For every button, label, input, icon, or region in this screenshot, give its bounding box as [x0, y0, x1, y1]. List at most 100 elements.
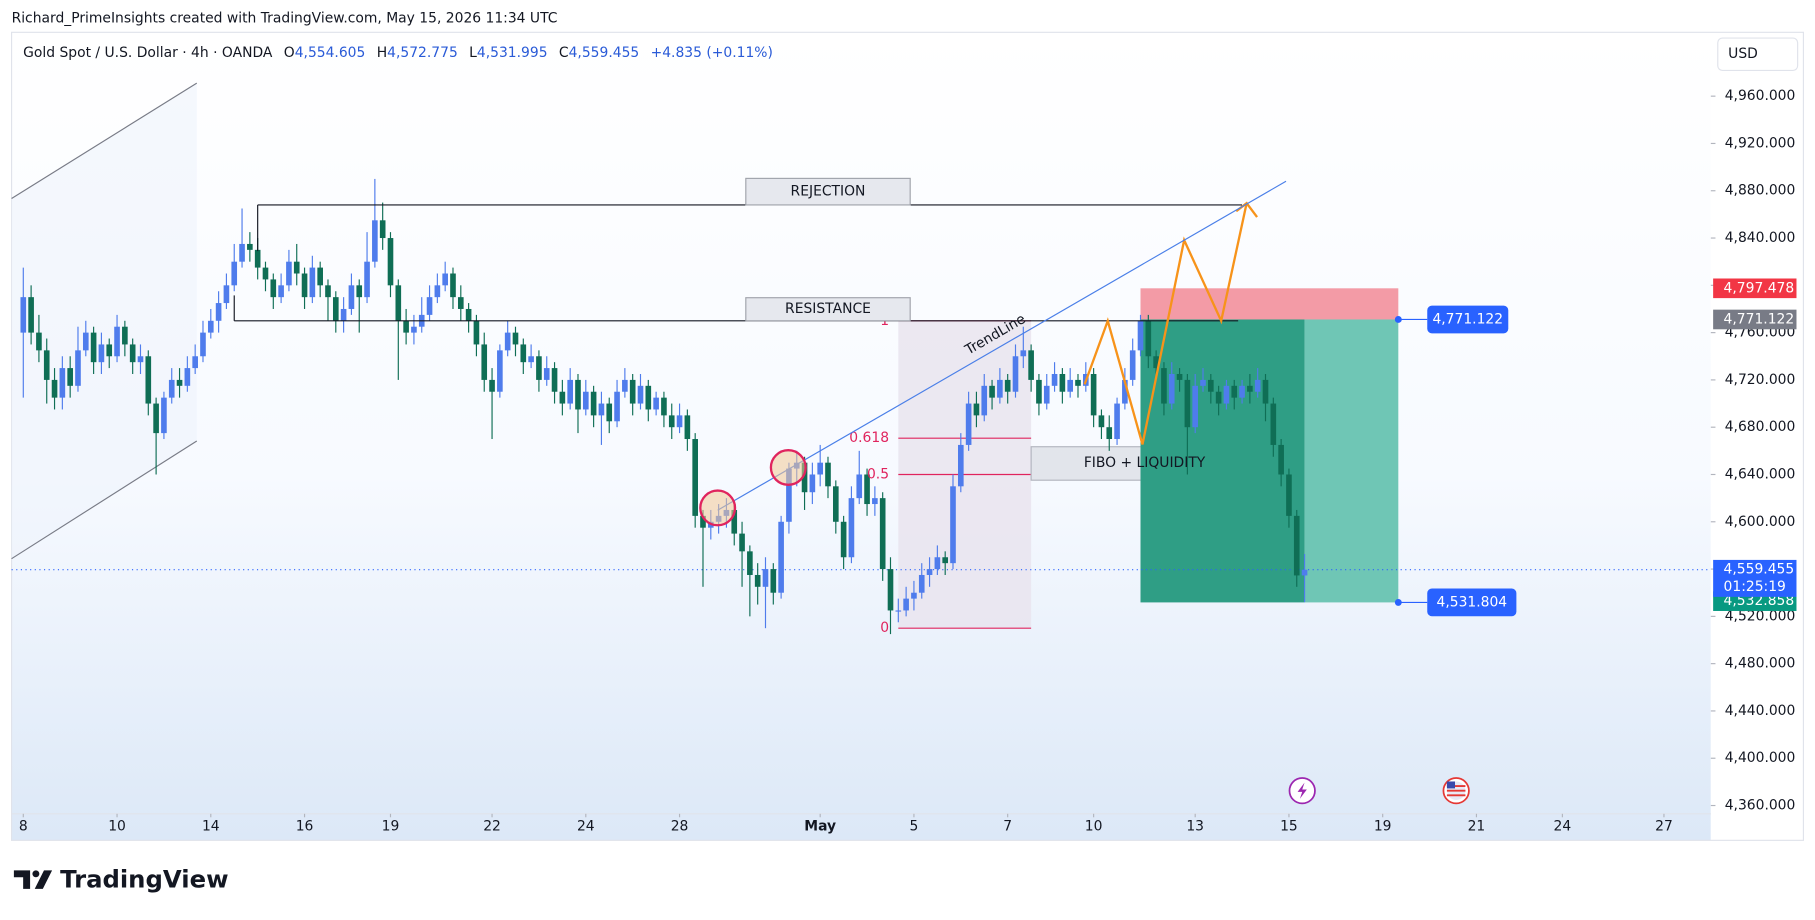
candle-body [1176, 373, 1183, 380]
callout-dot [1394, 598, 1402, 606]
candle-body [1215, 391, 1222, 404]
candle-body [457, 297, 464, 309]
candle-body [1200, 379, 1206, 386]
candle-body [637, 385, 644, 404]
candle-body [801, 462, 808, 493]
candle-body [223, 285, 230, 304]
x-tick-label: 28 [671, 819, 689, 835]
ohlc-change: +4.835 (+0.11%) [651, 45, 773, 61]
candle-body [293, 261, 300, 274]
candle-body [442, 273, 448, 286]
candle-body [161, 397, 167, 434]
candle-body [145, 356, 152, 404]
candle-body [387, 238, 394, 286]
candle-body [747, 551, 753, 575]
y-tick-label: 4,880.000 [1725, 183, 1796, 199]
stop-zone [1140, 288, 1399, 320]
candle-body [309, 267, 316, 298]
candle-body [934, 557, 941, 570]
callout-box [1427, 305, 1509, 334]
x-tick-label: 24 [1554, 819, 1572, 835]
candle-body [1020, 350, 1027, 357]
y-tick-label: 4,920.000 [1725, 135, 1796, 151]
touch-circle [769, 449, 807, 486]
candle-body [67, 368, 73, 386]
channel-line [11, 440, 198, 560]
fib-level-label: 0.5 [867, 467, 889, 483]
candle-body [434, 285, 441, 298]
candle-body [1161, 368, 1167, 404]
candle-body [1239, 385, 1245, 398]
candle-body [1004, 379, 1011, 392]
x-tick-label: 8 [19, 819, 28, 835]
candle-body [981, 385, 988, 416]
y-tick-label: 4,720.000 [1725, 372, 1796, 388]
x-tick-label: 27 [1655, 819, 1673, 835]
candle-body [231, 261, 238, 286]
x-tick-label: 15 [1280, 819, 1298, 835]
candle-body [497, 350, 503, 392]
candle-body [340, 308, 347, 321]
candle-body [778, 521, 784, 593]
candle-body [184, 368, 191, 386]
candle-body [536, 356, 542, 380]
candle-body [911, 592, 917, 599]
candle-body [676, 415, 683, 428]
candle-body [989, 385, 995, 398]
currency-button[interactable] [1717, 37, 1799, 71]
candle-body [918, 574, 925, 593]
candle-body [278, 285, 284, 298]
candle-body [762, 569, 769, 587]
candle-body [106, 344, 113, 357]
x-tick-label: 16 [296, 819, 314, 835]
symbol: Gold Spot / U.S. Dollar · 4h · OANDA [23, 45, 273, 61]
candle-body [879, 498, 886, 570]
candle-body [840, 521, 847, 558]
y-tick-label: 4,840.000 [1725, 230, 1796, 246]
candle-body [1098, 415, 1105, 428]
candle-body [754, 574, 761, 587]
candle-body [262, 267, 269, 280]
flag-canton [1446, 781, 1456, 789]
candle-body [770, 569, 777, 593]
candle-body [317, 267, 323, 286]
watermark: Richard_PrimeInsights created with Tradi… [12, 10, 558, 26]
target-zone [1304, 319, 1399, 603]
candle-body [622, 379, 628, 392]
candle-body [481, 344, 488, 380]
candle-body [512, 332, 519, 345]
channel-line [11, 82, 198, 200]
candle-body [1262, 379, 1269, 404]
candle-body [551, 368, 558, 392]
candle-body [1192, 385, 1199, 428]
candle-body [582, 391, 589, 410]
candle-body [114, 326, 120, 357]
candle-body [809, 474, 816, 493]
candle-body [1231, 385, 1238, 398]
candle-body [817, 462, 823, 475]
currency-label[interactable]: USD [1728, 46, 1758, 62]
y-tick-label: 4,400.000 [1725, 750, 1796, 766]
candle-body [1270, 403, 1277, 445]
x-tick-label: 22 [483, 819, 501, 835]
candles [20, 178, 1308, 635]
logo-text: TradingView [60, 865, 228, 894]
candle-body [1223, 385, 1230, 404]
candle-body [668, 415, 675, 428]
candle-body [247, 243, 253, 250]
candle-body [661, 397, 667, 416]
candle-body [372, 220, 378, 262]
candle-body [1059, 373, 1066, 392]
target-zone-filled [1140, 319, 1305, 603]
x-tick-label: 10 [1085, 819, 1103, 835]
fib-level-label: 0.618 [849, 430, 889, 446]
candle-body [731, 509, 738, 534]
candle-body [473, 320, 480, 345]
resistance-label: RESISTANCE [785, 301, 871, 317]
candle-body [239, 243, 245, 262]
rejection-label: REJECTION [791, 184, 866, 200]
candle-body [614, 391, 620, 422]
candle-body [411, 326, 417, 333]
